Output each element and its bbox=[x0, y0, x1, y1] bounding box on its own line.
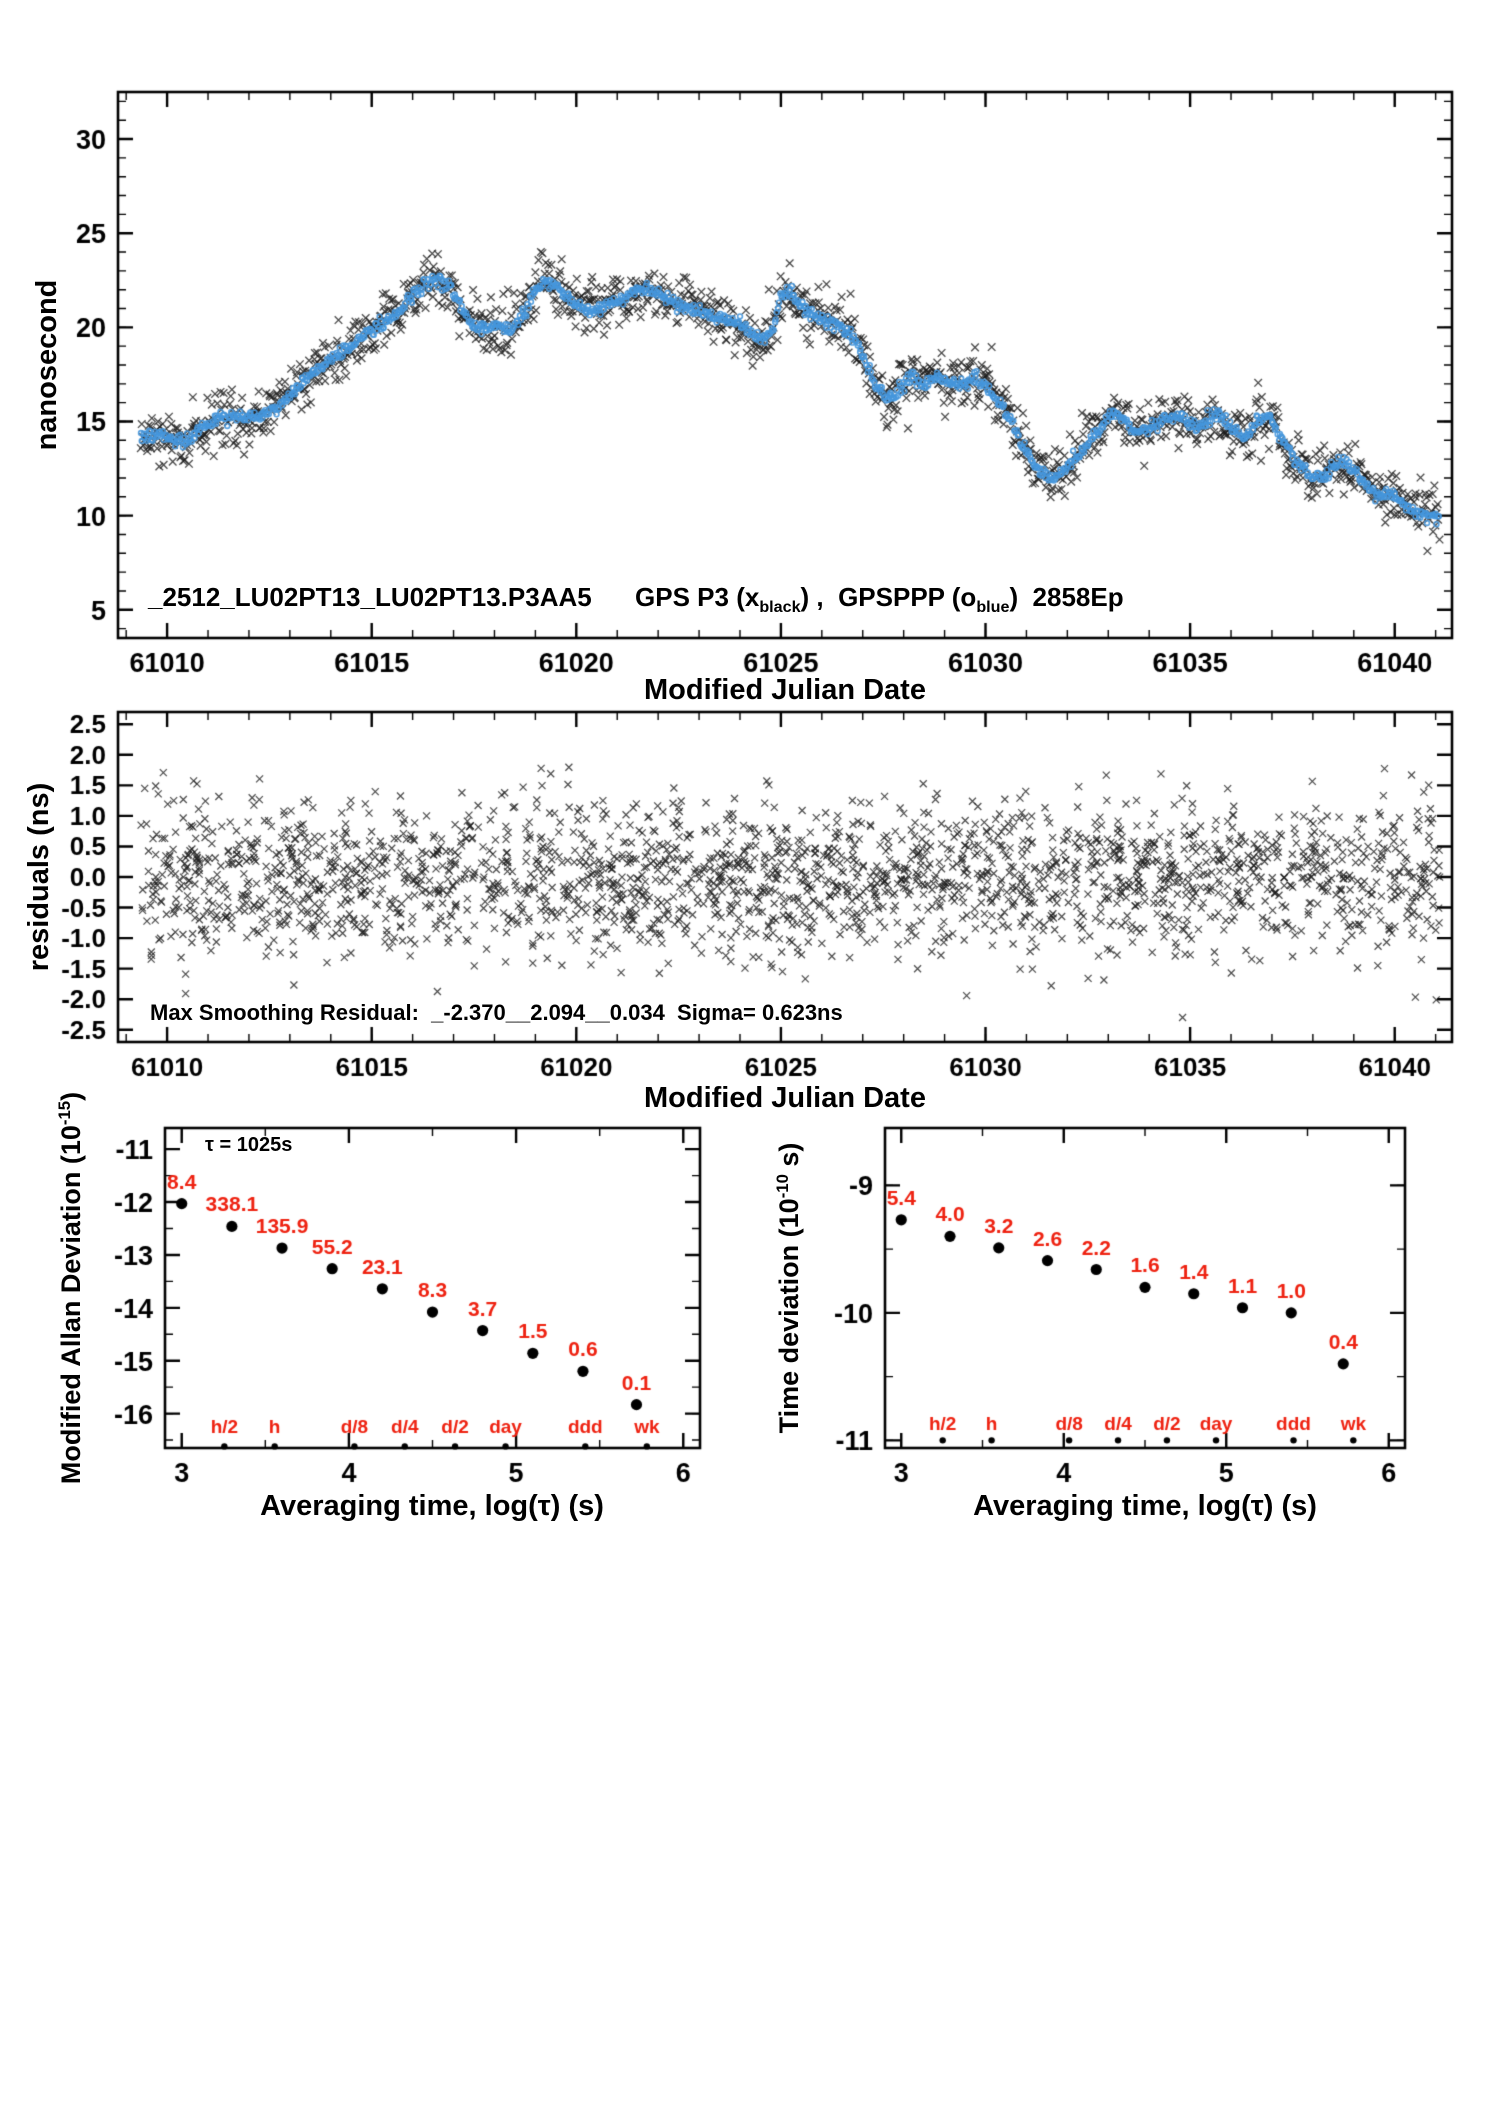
tau-annotation: τ = 1025s bbox=[205, 1134, 293, 1156]
legend-sub-black: black bbox=[759, 598, 801, 617]
legend-text-3: ) 2858Ep bbox=[1009, 582, 1124, 612]
tdev-y-title-close: s) bbox=[774, 1142, 804, 1175]
residuals-annotation: Max Smoothing Residual: _-2.370__2.094__… bbox=[150, 1000, 843, 1025]
top-chart-y-axis-title: nanosecond bbox=[31, 279, 63, 451]
legend-sub-blue: blue bbox=[976, 598, 1010, 617]
mdev-x-axis-title: Averaging time, log(τ) (s) bbox=[260, 1490, 604, 1522]
tdev-x-axis-title: Averaging time, log(τ) (s) bbox=[973, 1490, 1317, 1522]
mdev-y-title-exponent: -15 bbox=[55, 1100, 74, 1126]
tdev-y-title-main: Time deviation (10 bbox=[774, 1198, 804, 1434]
top-chart-x-axis-title: Modified Julian Date bbox=[644, 674, 926, 706]
legend-text-2: ) , GPSPPP (o bbox=[800, 582, 977, 612]
mdev-y-axis-title: Modified Allan Deviation (10-15) bbox=[55, 988, 89, 1588]
residuals-y-axis-title: residuals (ns) bbox=[23, 782, 55, 972]
residuals-x-axis-title: Modified Julian Date bbox=[644, 1082, 926, 1114]
tdev-y-axis-title: Time deviation (10-10 s) bbox=[773, 988, 807, 1588]
mdev-y-title-close: ) bbox=[56, 1091, 86, 1101]
legend-text-1: _2512_LU02PT13_LU02PT13.P3AA5 GPS P3 (x bbox=[148, 582, 760, 612]
tdev-y-title-exponent: -10 bbox=[773, 1174, 792, 1199]
mdev-y-title-main: Modified Allan Deviation (10 bbox=[56, 1125, 86, 1485]
top-chart-legend: _2512_LU02PT13_LU02PT13.P3AA5 GPS P3 (xb… bbox=[148, 582, 1124, 617]
